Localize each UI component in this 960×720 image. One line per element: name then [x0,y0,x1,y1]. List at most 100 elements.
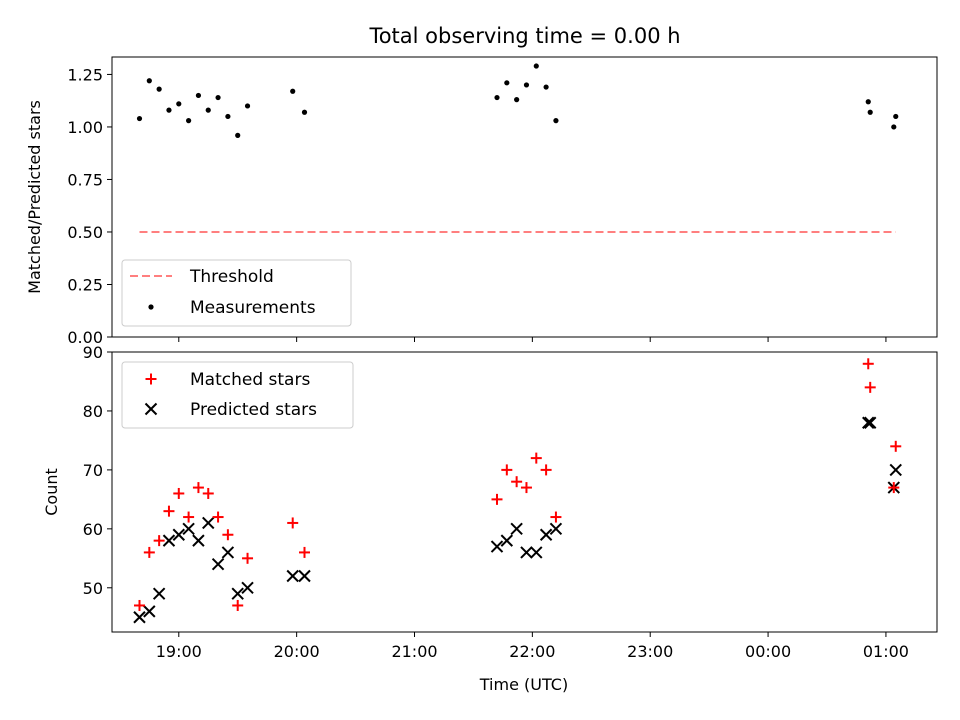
measurement-point [244,103,251,109]
top-ytick-label: 0.00 [67,328,103,347]
matched-star-point [232,599,244,611]
predicted-star-point [530,546,543,559]
matched-star-point [888,482,900,494]
predicted-star-point [192,534,205,547]
legend-threshold-label: Threshold [189,267,274,287]
matched-star-point [134,599,145,611]
bottom-ytick-label: 50 [83,579,103,598]
measurement-point [290,88,296,94]
matched-star-point [491,493,503,505]
matched-star-point [862,358,874,370]
measurement-point [136,115,143,122]
top-ytick-label: 1.25 [67,65,103,84]
measurement-point [205,107,211,113]
predicted-star-point [202,516,215,530]
matched-star-point [530,452,542,464]
predicted-star-point [172,528,185,541]
predicted-star-point [231,587,244,600]
bottom-axes: 50 60 70 80 90 19:00 20:00 21:00 22:00 23:00 00:00… [42,343,938,694]
legend-matched-marker [145,373,157,385]
matched-star-point [242,552,254,564]
measurement-point [543,84,549,90]
measurement-point [156,86,162,92]
bottom-xtick-label: 21:00 [391,642,437,661]
predicted-star-point [510,522,523,536]
top-legend-box [121,259,352,327]
matched-star-point [153,535,165,547]
legend-predicted-marker [144,402,158,416]
measurement-point [514,97,520,103]
bottom-xtick-label: 00:00 [745,642,791,661]
predicted-star-point [286,569,299,583]
bottom-legend: Matched stars Predicted stars [121,361,354,429]
matched-star-point [520,482,532,494]
bottom-ytick-label: 60 [83,520,103,539]
measurement-point [523,82,530,88]
measurement-point [146,78,152,84]
matched-star-point [540,464,552,476]
matched-star-point [192,482,204,494]
measurement-point [215,94,221,101]
matched-star-point [202,487,214,499]
predicted-star-point [520,546,533,559]
matched-star-point [501,464,513,476]
predicted-star-point [162,534,176,547]
measurement-point [186,118,192,124]
matched-star-point [163,505,175,517]
top-ticks: 0.00 0.25 0.50 0.75 1.00 1.25 [67,65,887,347]
measurement-point [166,107,172,113]
predicted-star-point [152,587,166,600]
bottom-xtick-label: 19:00 [156,642,202,661]
legend-matched-label: Matched stars [190,370,310,390]
bottom-ytick-label: 70 [83,461,103,480]
bottom-xtick-label: 20:00 [274,642,320,661]
predicted-star-point [889,463,902,477]
predicted-star-point [143,605,156,618]
legend-measurements-label: Measurements [190,298,316,318]
matched-star-point [511,476,523,488]
predicted-star-point [298,569,311,583]
bottom-xlabel: Time (UTC) [479,675,568,694]
predicted-star-point [241,581,254,594]
legend-x-glyph [144,402,158,416]
matched-star-point [143,546,155,558]
measurement-point [301,109,308,115]
legend-predicted-label: Predicted stars [190,400,317,420]
predicted-star-point [539,528,553,541]
top-ytick-label: 0.50 [67,223,103,242]
bottom-xtick-label: 01:00 [863,642,909,661]
bottom-xtick-label: 22:00 [509,642,555,661]
top-legend: Threshold Measurements [121,259,352,327]
measurement-point [176,101,182,107]
measurement-point [235,132,241,138]
matched-star-point [299,546,310,558]
legend-measurements-marker [148,304,154,310]
top-axes: 0.00 0.25 0.50 0.75 1.00 1.25 Matched/Predict… [25,56,938,347]
top-ylabel: Matched/Predicted stars [25,100,44,294]
measurement-point [865,99,871,105]
bottom-ylabel: Count [42,468,61,516]
top-marks [136,63,899,233]
measurement-point [867,109,873,115]
matched-star-point [173,487,185,499]
matched-star-point [864,381,876,393]
bottom-ticks: 50 60 70 80 90 19:00 20:00 21:00 22:00 23:00 00:00… [83,343,909,661]
matched-star-point [287,517,299,529]
predicted-star-point [221,546,235,559]
measurement-point [533,63,539,69]
predicted-star-point [182,522,195,536]
measurement-point [893,113,899,120]
predicted-star-point [133,611,146,624]
bottom-ytick-label: 90 [83,343,103,362]
predicted-star-point [549,522,563,536]
top-axes-frame [111,56,938,338]
top-ytick-label: 1.00 [67,118,103,137]
measurement-point [891,124,897,130]
chart-title: Total observing time = 0.00 h [368,24,680,48]
predicted-star-point [862,416,875,429]
matched-star-point [222,529,234,541]
bottom-xtick-label: 23:00 [627,642,673,661]
top-ytick-label: 0.75 [67,170,103,189]
measurement-point [553,118,559,124]
